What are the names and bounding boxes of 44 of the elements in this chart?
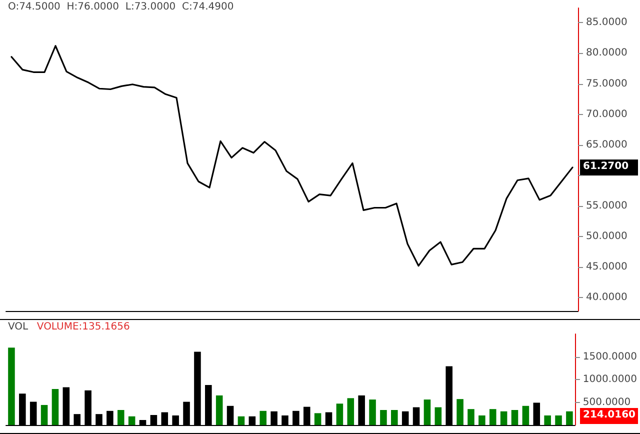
bar [391,410,398,425]
bar [52,389,59,425]
bar [434,407,442,425]
text: 214.0160 [583,410,636,420]
bar [117,410,124,425]
text: VOL [8,322,29,332]
y-tick-label: 1000.0000 [582,374,637,385]
bar [369,400,376,425]
bar [314,413,322,425]
text: 61.2700 [583,160,629,172]
y-tick-label: 55.0000 [586,200,628,212]
y-tick-label: 50.0000 [586,230,628,242]
bar [500,411,508,425]
bar [8,348,15,425]
y-tick-label: 80.0000 [586,48,628,59]
bar [424,400,431,425]
bar [128,416,136,425]
y-tick-label: 500.0000 [582,396,631,408]
bar [522,406,530,425]
bar [456,399,464,425]
y-tick-label: 70.0000 [586,108,628,120]
bar [478,415,486,425]
line-series [10,45,574,267]
annotation: O:74.5000 H:76.0000 L:73.0000 C:74.4900 [8,2,234,12]
bar [216,395,223,425]
bar [489,409,496,425]
bar [544,415,551,425]
bar [555,415,562,425]
bar [238,416,245,425]
bar [511,410,518,425]
y-tick-label: 1500.0000 [582,351,637,362]
bar [336,404,344,425]
y-tick-label: 45.0000 [586,262,628,273]
bar [347,398,354,425]
y-tick-label: 85.0000 [586,17,628,28]
text: VOLUME:135.1656 [36,322,130,332]
y-tick-label: 75.0000 [586,78,628,90]
y-tick-label: 40.0000 [586,292,628,304]
y-tick-label: 65.0000 [586,139,628,150]
bar [380,410,387,425]
bar [566,411,573,425]
bar [260,410,266,425]
bar [468,409,474,425]
bar [40,404,48,425]
